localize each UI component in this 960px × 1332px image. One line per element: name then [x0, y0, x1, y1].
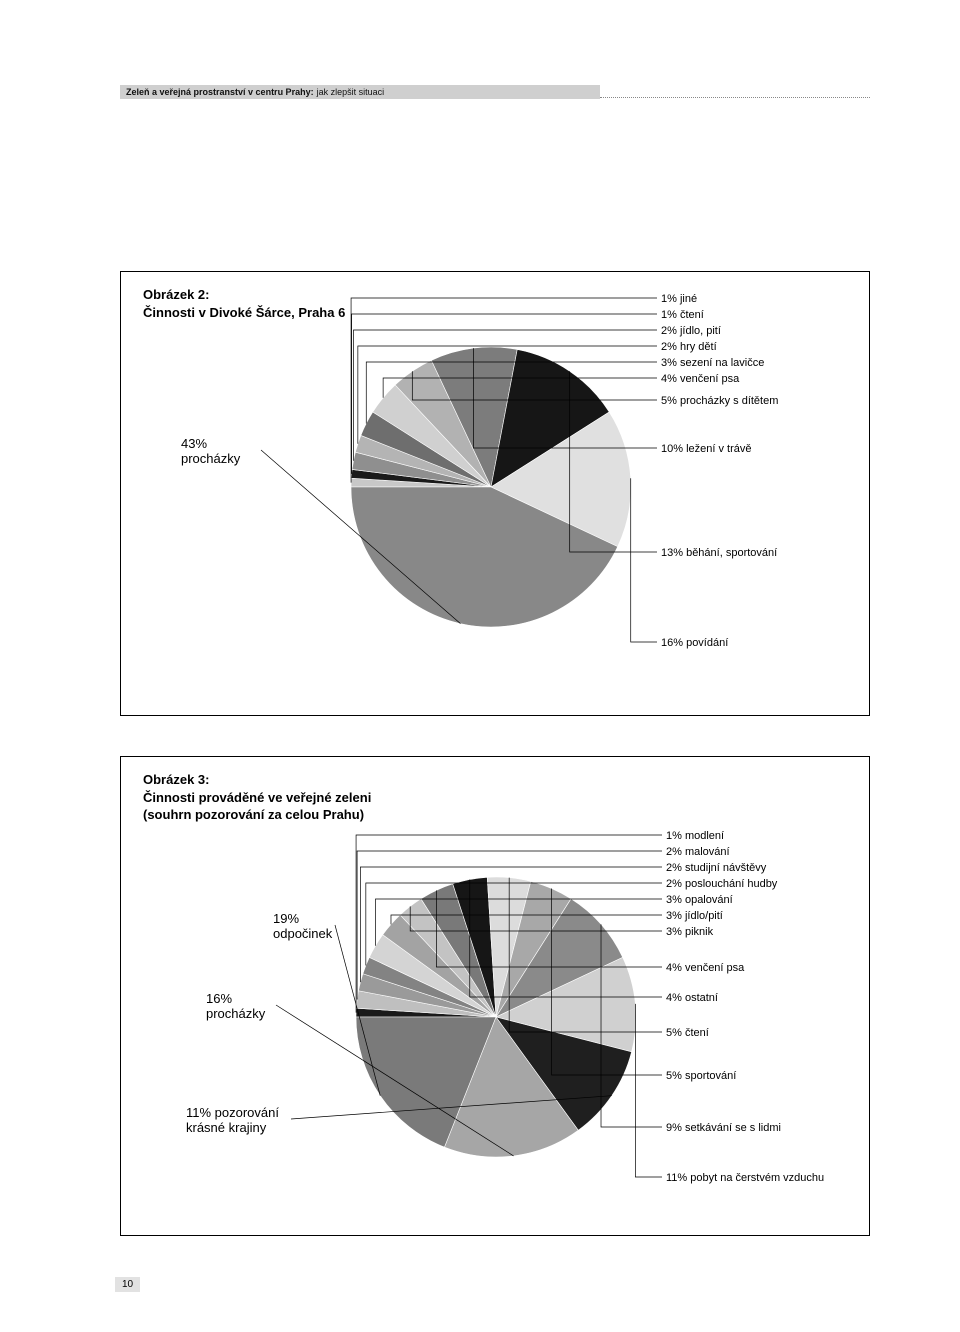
svg-text:13% běhání, sportování: 13% běhání, sportování — [661, 547, 777, 559]
figure-3-chart: 1% modlení 2% malování 2% studijní návštěv… — [121, 757, 869, 1235]
svg-text:3% jídlo/pití: 3% jídlo/pití — [666, 910, 723, 922]
figure-3-title-line1: Obrázek 3: — [143, 772, 209, 787]
running-header: Zeleň a veřejná prostranství v centru Pr… — [120, 85, 870, 101]
svg-text:2% hry dětí: 2% hry dětí — [661, 341, 717, 353]
svg-text:3% sezení na lavičce: 3% sezení na lavičce — [661, 357, 764, 369]
header-title-regular: jak zlepšit situaci — [317, 87, 385, 97]
figure-2-box: Obrázek 2: Činnosti v Divoké Šárce, Prah… — [120, 271, 870, 716]
svg-text:2% malování: 2% malování — [666, 846, 730, 858]
figure-3-title: Obrázek 3: Činnosti prováděné ve veřejné… — [143, 771, 371, 824]
svg-text:3% opalování: 3% opalování — [666, 894, 733, 906]
figure-3-box: Obrázek 3: Činnosti prováděné ve veřejné… — [120, 756, 870, 1236]
svg-text:16% povídání: 16% povídání — [661, 637, 728, 649]
figure-2-title-line1: Obrázek 2: — [143, 287, 209, 302]
svg-text:16%procházky: 16%procházky — [206, 991, 266, 1021]
svg-text:5% čtení: 5% čtení — [666, 1027, 709, 1039]
svg-text:1% čtení: 1% čtení — [661, 309, 704, 321]
svg-text:4% venčení psa: 4% venčení psa — [661, 373, 740, 385]
svg-text:3% piknik: 3% piknik — [666, 926, 714, 938]
header-title-bold: Zeleň a veřejná prostranství v centru Pr… — [126, 87, 314, 97]
svg-text:43%procházky: 43%procházky — [181, 436, 241, 466]
figure-3-title-line2: Činnosti prováděné ve veřejné zeleni — [143, 790, 371, 805]
svg-text:5% sportování: 5% sportování — [666, 1070, 736, 1082]
figure-2-title: Obrázek 2: Činnosti v Divoké Šárce, Prah… — [143, 286, 345, 321]
svg-text:2% poslouchání hudby: 2% poslouchání hudby — [666, 878, 778, 890]
header-dotted-rule — [600, 97, 870, 98]
page-number: 10 — [115, 1277, 140, 1292]
figure-3-title-line3: (souhrn pozorování za celou Prahu) — [143, 807, 364, 822]
svg-text:4% ostatní: 4% ostatní — [666, 992, 718, 1004]
svg-text:2% jídlo, pití: 2% jídlo, pití — [661, 325, 721, 337]
header-highlight: Zeleň a veřejná prostranství v centru Pr… — [120, 85, 600, 99]
svg-text:10% ležení v trávě: 10% ležení v trávě — [661, 443, 752, 455]
svg-text:19%odpočinek: 19%odpočinek — [273, 911, 333, 941]
svg-text:1% modlení: 1% modlení — [666, 830, 724, 842]
svg-text:9% setkávání se s lidmi: 9% setkávání se s lidmi — [666, 1122, 781, 1134]
svg-text:11% pozorováníkrásné krajiny: 11% pozorováníkrásné krajiny — [186, 1105, 279, 1135]
svg-text:1% jiné: 1% jiné — [661, 293, 697, 305]
figure-2-chart: 1% jiné 1% čtení 2% jídlo, pití 2% hry dětí… — [121, 272, 869, 715]
svg-text:11% pobyt na čerstvém vzduchu: 11% pobyt na čerstvém vzduchu — [666, 1172, 824, 1184]
svg-text:5% procházky s dítětem: 5% procházky s dítětem — [661, 395, 778, 407]
figure-2-title-line2: Činnosti v Divoké Šárce, Praha 6 — [143, 305, 345, 320]
svg-text:4% venčení psa: 4% venčení psa — [666, 962, 745, 974]
svg-text:2% studijní návštěvy: 2% studijní návštěvy — [666, 862, 767, 874]
